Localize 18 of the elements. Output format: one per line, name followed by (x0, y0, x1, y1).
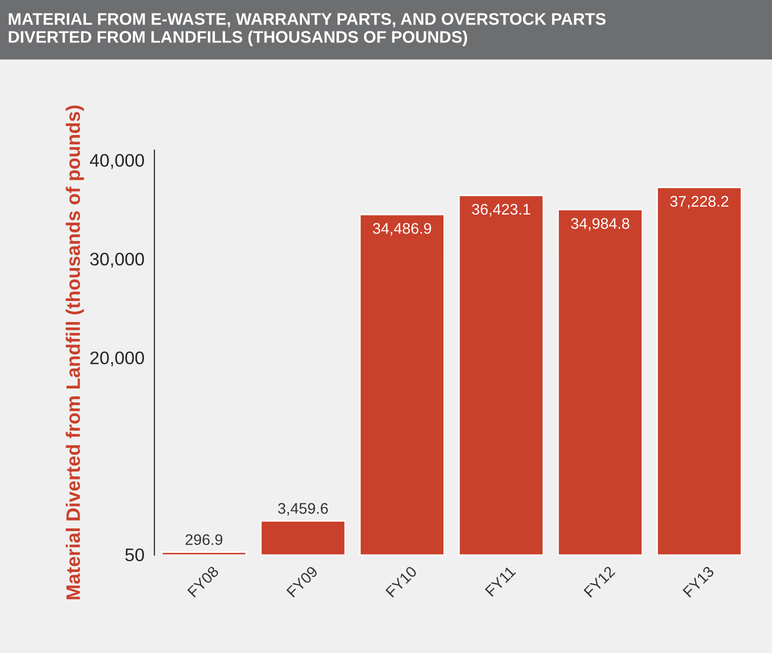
chart-title: MATERIAL FROM E-WASTE, WARRANTY PARTS, AND OVERSTOCK PARTS DIVERTED FROM LANDFILLS (THOUSANDS OF POUNDS) (8, 13, 606, 46)
y-tick-label: 30,000 (90, 252, 144, 268)
y-axis-title: Material Diverted from Landfill (thousands of pounds) (66, 106, 84, 600)
data-label: 34,486.9 (372, 223, 432, 236)
data-label: 3,459.6 (278, 503, 328, 516)
bar (161, 551, 247, 556)
bar (458, 194, 544, 556)
data-label: 37,228.2 (670, 196, 728, 209)
bar (359, 214, 445, 556)
bar (260, 520, 346, 556)
bar (656, 186, 742, 556)
y-tick-label: 50 (125, 548, 144, 562)
data-label: 296.9 (186, 534, 222, 546)
data-label: 34,984.8 (571, 218, 630, 231)
bar (557, 208, 644, 556)
data-label: 36,423.1 (472, 204, 530, 217)
y-tick-label: 20,000 (90, 351, 144, 366)
y-tick-label: 40,000 (90, 154, 144, 169)
